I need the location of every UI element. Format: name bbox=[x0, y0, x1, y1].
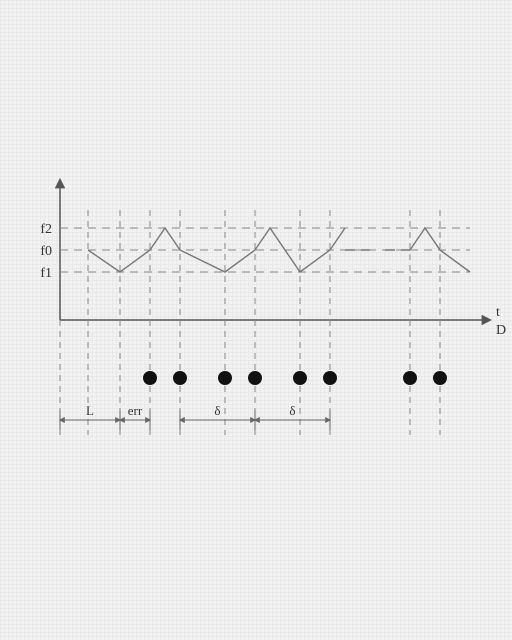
event-dot-6 bbox=[403, 371, 417, 385]
dim-label-err: err bbox=[128, 403, 143, 418]
event-dot-3 bbox=[248, 371, 262, 385]
event-dot-2 bbox=[218, 371, 232, 385]
label-D: D bbox=[496, 323, 506, 338]
event-dot-1 bbox=[173, 371, 187, 385]
dim-label-d1: δ bbox=[214, 403, 220, 418]
label-t: t bbox=[496, 305, 500, 320]
dimensions-layer: Lerr δ δ bbox=[60, 403, 330, 430]
dim-label-L: L bbox=[86, 403, 94, 418]
event-dot-4 bbox=[293, 371, 307, 385]
event-dots-layer bbox=[143, 371, 447, 385]
label-f0: f0 bbox=[40, 244, 52, 259]
label-f2: f2 bbox=[40, 222, 52, 237]
label-f1: f1 bbox=[40, 266, 52, 281]
event-dot-5 bbox=[323, 371, 337, 385]
dim-label-d2: δ bbox=[289, 403, 295, 418]
event-dot-7 bbox=[433, 371, 447, 385]
frequency-timing-diagram: Lerr δ δ f2 f0 f1 tD bbox=[0, 0, 512, 640]
vert-dash-layer bbox=[60, 210, 440, 435]
event-dot-0 bbox=[143, 371, 157, 385]
